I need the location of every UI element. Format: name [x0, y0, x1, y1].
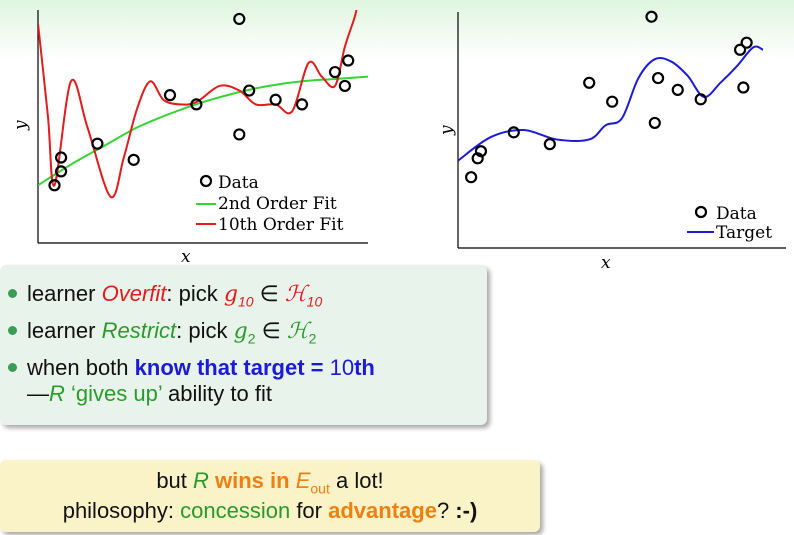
right-data-point	[733, 43, 747, 56]
right-series-target-line	[457, 45, 764, 162]
left-y-label: y	[11, 120, 31, 131]
H2-symbol: ℋ	[286, 319, 309, 344]
left-data-point	[338, 79, 351, 93]
E-symbol: E	[295, 468, 311, 493]
bullet-box: learner Overfit: pick g10 ∈ ℋ10 learner …	[0, 265, 487, 425]
right-data-point	[645, 10, 658, 23]
element-of-symbol: ∈	[255, 318, 287, 343]
E-out-subscript: out	[310, 480, 330, 497]
advantage-label: advantage	[328, 498, 437, 523]
right-x-label: x	[601, 253, 611, 273]
bullet-both-know: when both know that target = 10th	[8, 355, 375, 381]
H2-subscript: 2	[308, 330, 317, 347]
left-legend: Data 2nd Order Fit 10th Order Fit	[196, 173, 344, 235]
left-legend-data-marker	[199, 174, 213, 188]
bullet-overfit: learner Overfit: pick g10 ∈ ℋ10	[8, 281, 322, 314]
left-x-label: x	[181, 247, 191, 267]
g2-symbol: g	[233, 319, 248, 344]
bullet-text: when both	[27, 355, 135, 380]
bullet-text: : pick	[176, 318, 234, 343]
left-series-fit2-line	[38, 75, 368, 187]
left-legend-fit10-label: 10th Order Fit	[218, 215, 344, 235]
right-legend-data-label: Data	[716, 204, 757, 224]
R-label: R	[193, 468, 209, 493]
g10-subscript: 10	[237, 293, 254, 310]
bullet-text: learner	[27, 281, 102, 306]
right-data-point	[583, 76, 596, 89]
conclusion-text: a lot!	[329, 468, 384, 493]
conclusion-line-2: philosophy: concession for advantage? :-…	[0, 498, 540, 524]
H10-symbol: ℋ	[284, 282, 307, 307]
left-data-point	[328, 65, 342, 79]
bullet-restrict: learner Restrict: pick g2 ∈ ℋ2	[8, 318, 316, 351]
target-order-suffix: th	[354, 355, 375, 380]
left-data-point	[295, 98, 309, 111]
left-legend-fit2-label: 2nd Order Fit	[218, 194, 337, 214]
g10-symbol: g	[223, 282, 238, 307]
gives-up-label: ‘gives up’	[64, 381, 162, 406]
conclusion-line-1: but R wins in Eout a lot!	[0, 468, 540, 496]
left-series-fit10-line	[38, 10, 358, 199]
H10-subscript: 10	[306, 293, 323, 310]
right-data-point	[474, 145, 488, 158]
left-data-point	[54, 151, 68, 164]
left-data-point	[233, 12, 246, 26]
smiley: :-)	[455, 498, 478, 523]
left-data-point	[163, 89, 177, 102]
bullet-text: ability to fit	[161, 381, 272, 406]
left-data-point	[233, 128, 246, 141]
bullet-dot-icon	[8, 362, 17, 372]
target-order-number: 10	[329, 355, 355, 380]
left-data-point	[91, 137, 104, 150]
know-target-emphasis: know that target =	[134, 355, 330, 380]
right-legend-target-label: Target	[716, 223, 772, 243]
right-data-point	[694, 93, 707, 106]
right-y-label: y	[437, 125, 457, 136]
bullet-text: : pick	[166, 281, 224, 306]
right-data-point	[507, 126, 520, 139]
right-data-point	[648, 116, 661, 130]
right-data-point	[737, 81, 750, 94]
left-legend-data-label: Data	[218, 173, 259, 193]
right-data-point	[471, 152, 484, 165]
g2-subscript: 2	[247, 330, 256, 347]
left-data-point	[269, 93, 282, 106]
left-data-point	[342, 54, 355, 67]
conclusion-text: philosophy:	[62, 498, 181, 523]
concession-label: concession	[180, 498, 291, 523]
conclusion-box: but R wins in Eout a lot! philosophy: co…	[0, 460, 540, 532]
element-of-symbol: ∈	[253, 281, 285, 306]
conclusion-text: ?	[436, 498, 456, 523]
left-data-point	[243, 84, 256, 97]
conclusion-text: for	[290, 498, 329, 523]
right-data-point	[465, 171, 478, 184]
left-data-point	[48, 179, 61, 192]
right-legend: Data Target	[687, 204, 772, 243]
left-data-point	[127, 153, 140, 166]
right-data-point	[740, 36, 753, 49]
conclusion-text: but	[156, 468, 194, 493]
overfit-label: Overfit	[101, 281, 167, 306]
restrict-label: Restrict	[101, 318, 177, 343]
left-data-point	[54, 165, 68, 178]
wins-label: wins in	[208, 468, 296, 493]
right-data-point	[606, 95, 619, 108]
right-data-point	[543, 138, 556, 151]
left-data-point	[190, 98, 203, 111]
bullet-gives-up: —R ‘gives up’ ability to fit	[27, 381, 272, 407]
em-dash: —	[27, 381, 49, 406]
right-chart: x y Data Target	[437, 10, 786, 273]
left-chart: x y Data 2nd Order Fit 10th Order Fit	[11, 10, 368, 267]
bullet-text: learner	[27, 318, 102, 343]
right-data-point	[671, 83, 684, 96]
right-legend-data-marker	[694, 205, 708, 219]
R-label: R	[49, 381, 65, 406]
right-data-point	[651, 71, 665, 85]
bullet-dot-icon	[8, 288, 17, 298]
bullet-dot-icon	[8, 325, 17, 335]
